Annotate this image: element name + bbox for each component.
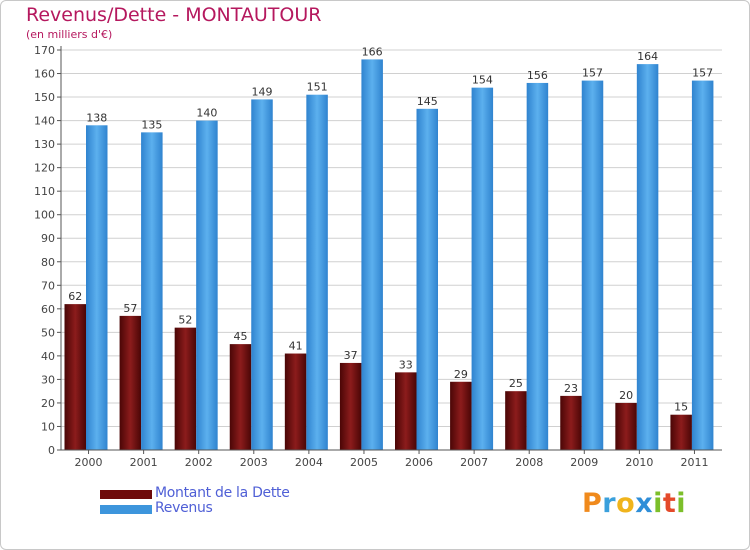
- x-tick-label: 2000: [75, 456, 103, 469]
- data-label: 29: [454, 368, 468, 381]
- y-tick-label: 70: [41, 279, 55, 292]
- data-label: 149: [252, 85, 273, 98]
- legend-swatch-debt: [100, 490, 152, 499]
- bar-debt: [229, 344, 252, 450]
- y-tick-label: 30: [41, 373, 55, 386]
- axes: 0 10 20 30 40 50 60 70 80 90 100 110 120 130 140 150 160…: [34, 44, 722, 469]
- x-tick-label: 2005: [350, 456, 378, 469]
- data-label: 164: [637, 50, 658, 63]
- data-label: 157: [582, 67, 603, 80]
- data-label: 151: [307, 81, 328, 94]
- x-tick-label: 2002: [185, 456, 213, 469]
- bar-revenus: [306, 94, 328, 451]
- bar-debt: [119, 315, 142, 450]
- x-tick-label: 2003: [240, 456, 268, 469]
- y-tick-label: 100: [34, 209, 55, 222]
- y-tick-label: 150: [34, 91, 55, 104]
- y-tick-label: 110: [34, 185, 55, 198]
- bar-revenus: [471, 87, 494, 450]
- y-tick-label: 0: [48, 444, 55, 457]
- bar-revenus: [196, 120, 218, 451]
- data-label: 140: [196, 107, 217, 120]
- y-tick-label: 20: [41, 397, 55, 410]
- bars: [64, 59, 714, 451]
- x-tick-label: 2004: [295, 456, 323, 469]
- bar-revenus: [581, 80, 604, 451]
- y-tick-label: 50: [41, 326, 55, 339]
- data-label: 135: [141, 118, 162, 131]
- x-tick-label: 2001: [130, 456, 158, 469]
- y-tick-label: 130: [34, 138, 55, 151]
- gridlines: [61, 49, 722, 427]
- bar-debt: [395, 372, 417, 450]
- data-label: 37: [344, 349, 358, 362]
- bar-revenus: [141, 132, 163, 450]
- y-tick-label: 90: [41, 232, 55, 245]
- bar-debt: [284, 353, 307, 450]
- bar-revenus: [526, 82, 549, 451]
- chart-subtitle: (en milliers d'€): [26, 28, 113, 41]
- logo-letter: i: [653, 488, 663, 519]
- bar-debt: [560, 395, 582, 450]
- bar-debt: [505, 391, 527, 450]
- x-tick-label: 2006: [405, 456, 433, 469]
- y-tick-label: 60: [41, 303, 55, 316]
- y-tick-label: 40: [41, 350, 55, 363]
- bar-revenus: [691, 80, 714, 451]
- legend-swatch-revenus: [100, 505, 152, 514]
- bar-revenus: [636, 64, 659, 450]
- x-tick-label: 2007: [460, 456, 488, 469]
- bar-debt: [450, 381, 472, 450]
- data-label: 41: [289, 340, 303, 353]
- logo-letter: i: [676, 488, 687, 519]
- data-label: 166: [362, 45, 383, 58]
- y-tick-label: 170: [34, 44, 55, 57]
- logo-letter: x: [635, 488, 654, 519]
- data-label: 52: [178, 314, 192, 327]
- x-tick-label: 2008: [515, 456, 543, 469]
- data-label: 57: [123, 302, 137, 315]
- bar-revenus: [416, 108, 438, 450]
- logo-letter: t: [662, 488, 677, 519]
- legend-label-revenus: Revenus: [155, 500, 213, 516]
- bar-revenus: [86, 125, 108, 450]
- data-label: 23: [564, 382, 578, 395]
- data-label: 45: [234, 330, 248, 343]
- bar-debt: [174, 327, 197, 450]
- data-label: 156: [527, 69, 548, 82]
- bar-revenus: [251, 99, 273, 450]
- data-label: 25: [509, 377, 523, 390]
- data-label: 15: [674, 401, 688, 414]
- y-tick-label: 80: [41, 256, 55, 269]
- logo-letter: o: [616, 488, 636, 519]
- x-tick-label: 2011: [680, 456, 708, 469]
- data-label: 33: [399, 358, 413, 371]
- data-labels: 62 138 57 135 52 140 45 149 41 151 37 166 33 145 29 154…: [68, 45, 713, 413]
- data-label: 62: [68, 290, 82, 303]
- legend-label-debt: Montant de la Dette: [155, 485, 290, 501]
- logo-letter: P: [582, 488, 603, 519]
- y-tick-label: 140: [34, 115, 55, 128]
- y-tick-label: 120: [34, 162, 55, 175]
- proxiti-logo: Proxiti: [582, 488, 686, 519]
- data-label: 157: [692, 67, 713, 80]
- y-tick-label: 160: [34, 68, 55, 81]
- logo-letter: r: [602, 488, 617, 519]
- bar-debt: [670, 414, 692, 450]
- bar-debt: [339, 362, 362, 450]
- data-label: 20: [619, 389, 633, 402]
- data-label: 154: [472, 74, 493, 87]
- y-tick-label: 10: [41, 420, 55, 433]
- chart-title: Revenus/Dette - MONTAUTOUR: [26, 4, 322, 26]
- bar-debt: [64, 304, 86, 450]
- data-label: 145: [417, 95, 438, 108]
- x-tick-label: 2009: [570, 456, 598, 469]
- bar-debt: [615, 402, 637, 450]
- data-label: 138: [86, 111, 107, 124]
- bar-revenus: [361, 59, 383, 450]
- x-tick-label: 2010: [625, 456, 653, 469]
